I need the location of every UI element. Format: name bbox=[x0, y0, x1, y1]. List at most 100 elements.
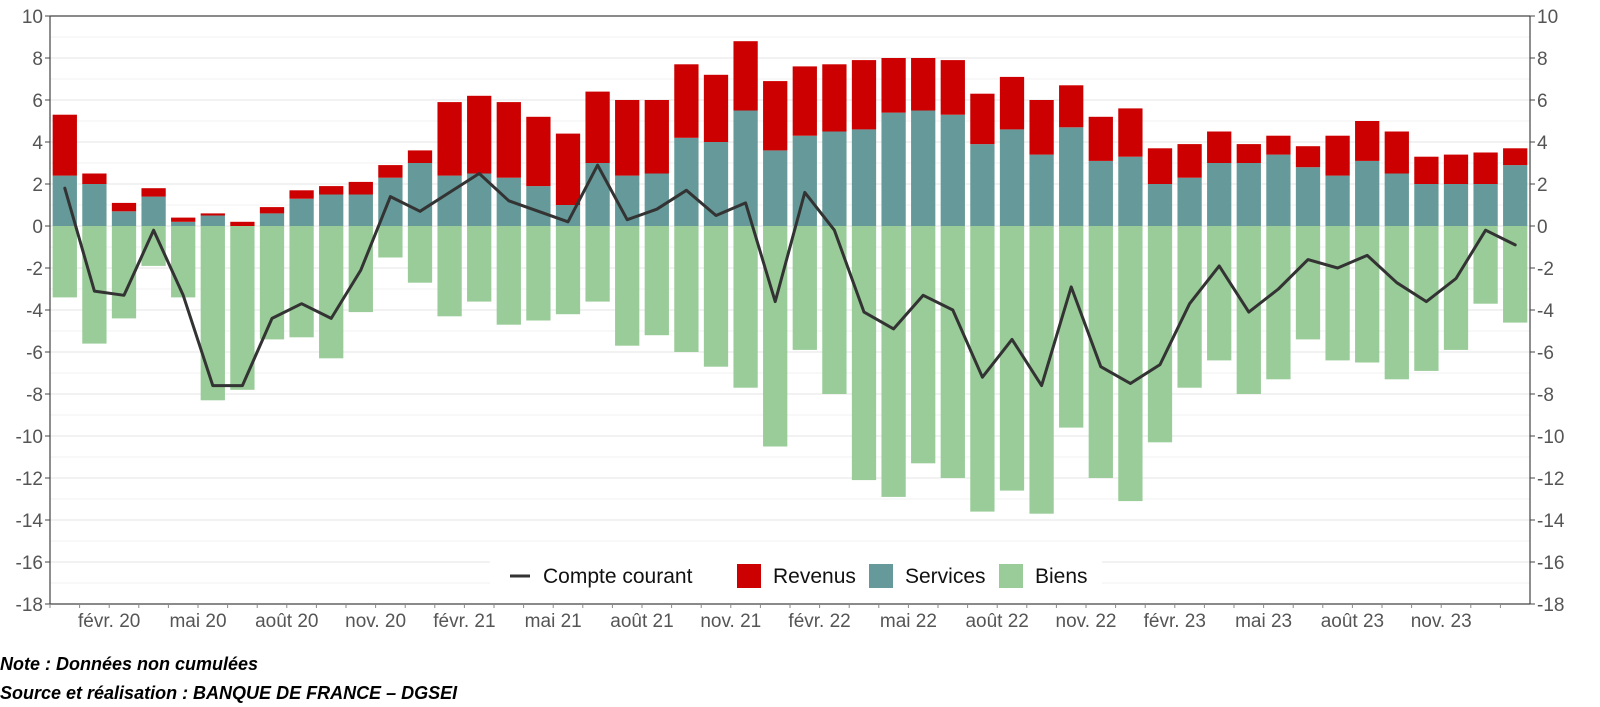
bar-revenus bbox=[644, 100, 669, 174]
bar-revenus bbox=[940, 60, 965, 115]
legend-swatch-revenus bbox=[737, 564, 761, 588]
legend-label-compte-courant: Compte courant bbox=[543, 565, 693, 588]
bar-services bbox=[674, 137, 699, 226]
bar-services bbox=[407, 163, 433, 226]
bar-revenus bbox=[970, 93, 995, 145]
bar-revenus bbox=[1236, 144, 1261, 163]
chart: 10 10 8 8 6 6 4 4 2 2 0 0 -2 -2 -4 -4 -6 -6 -8 -8 -10 -10 -12 -… bbox=[16, 7, 1565, 632]
xtick-label: mai 20 bbox=[169, 611, 226, 632]
bar-revenus bbox=[1059, 85, 1084, 128]
bar-revenus bbox=[1443, 154, 1469, 184]
bar-services bbox=[1503, 165, 1528, 226]
legend-label-services: Services bbox=[905, 565, 986, 588]
bar-revenus bbox=[1473, 152, 1498, 184]
bar-biens bbox=[970, 226, 995, 512]
bar-revenus bbox=[822, 64, 847, 132]
bar-biens bbox=[555, 226, 581, 315]
bar-revenus bbox=[200, 213, 225, 216]
bar-revenus bbox=[319, 186, 344, 195]
bar-revenus bbox=[1118, 108, 1143, 157]
bar-biens bbox=[792, 226, 817, 350]
bar-biens bbox=[733, 226, 758, 388]
bar-biens bbox=[437, 226, 462, 317]
bar-revenus bbox=[763, 81, 788, 151]
ytick-label-right: -16 bbox=[1537, 553, 1564, 574]
bar-revenus bbox=[1266, 135, 1291, 155]
bar-services bbox=[644, 173, 669, 226]
xtick-label: févr. 21 bbox=[433, 611, 495, 632]
bar-services bbox=[289, 198, 314, 226]
ytick-label-right: -12 bbox=[1537, 469, 1564, 490]
bar-biens bbox=[1443, 226, 1469, 350]
bar-services bbox=[1295, 167, 1321, 226]
ytick-label-left: -16 bbox=[16, 553, 43, 574]
xtick-label: nov. 20 bbox=[345, 611, 406, 632]
bar-biens bbox=[1266, 226, 1291, 380]
ytick-label-right: -6 bbox=[1537, 343, 1554, 364]
bar-revenus bbox=[1295, 146, 1321, 168]
legend-label-revenus: Revenus bbox=[773, 565, 856, 588]
bar-revenus bbox=[378, 165, 403, 178]
bar-biens bbox=[1029, 226, 1054, 514]
bar-revenus bbox=[674, 64, 699, 138]
bar-revenus bbox=[407, 150, 433, 163]
ytick-label-left: -14 bbox=[16, 511, 44, 532]
bar-revenus bbox=[141, 188, 166, 197]
bar-revenus bbox=[348, 181, 373, 195]
xtick-label: nov. 21 bbox=[700, 611, 761, 632]
bar-revenus bbox=[733, 41, 758, 111]
bar-services bbox=[171, 221, 196, 226]
ytick-label-left: -6 bbox=[26, 343, 43, 364]
ytick-label-right: -4 bbox=[1537, 301, 1554, 322]
bar-biens bbox=[999, 226, 1025, 491]
bar-revenus bbox=[82, 173, 107, 184]
bar-services bbox=[999, 129, 1025, 226]
bar-services bbox=[1147, 184, 1173, 226]
bar-biens bbox=[230, 226, 255, 390]
xtick-label: nov. 23 bbox=[1411, 611, 1472, 632]
bar-biens bbox=[467, 226, 492, 302]
ytick-label-left: -8 bbox=[26, 385, 43, 406]
bar-services bbox=[763, 150, 788, 226]
ytick-label-right: 2 bbox=[1537, 175, 1548, 196]
bar-revenus bbox=[171, 217, 196, 222]
bar-biens bbox=[585, 226, 610, 302]
bar-services bbox=[1414, 184, 1439, 226]
chart-note: Note : Données non cumulées bbox=[0, 654, 259, 674]
line-series bbox=[63, 163, 1517, 388]
bar-biens bbox=[911, 226, 936, 464]
bar-revenus bbox=[52, 114, 77, 176]
bar-biens bbox=[1384, 226, 1409, 380]
bar-biens bbox=[940, 226, 965, 478]
bar-revenus bbox=[1177, 144, 1202, 178]
ytick-label-left: 10 bbox=[22, 7, 43, 28]
bar-services bbox=[141, 196, 166, 226]
bars bbox=[52, 41, 1528, 514]
bar-biens bbox=[200, 226, 225, 401]
bar-services bbox=[585, 163, 610, 226]
bar-revenus bbox=[496, 102, 521, 178]
bar-revenus bbox=[1207, 131, 1232, 163]
ytick-label-right: -2 bbox=[1537, 259, 1554, 280]
ytick-label-right: 0 bbox=[1537, 217, 1548, 238]
bar-biens bbox=[851, 226, 877, 481]
legend: Compte courant Revenus Services Biens bbox=[490, 556, 1102, 598]
ytick-label-right: 8 bbox=[1537, 49, 1548, 70]
bar-biens bbox=[1059, 226, 1084, 428]
bar-revenus bbox=[1147, 148, 1173, 184]
bar-revenus bbox=[437, 102, 462, 176]
ytick-label-left: 8 bbox=[32, 49, 43, 70]
bar-services bbox=[437, 175, 462, 226]
bar-services bbox=[1384, 173, 1409, 226]
xtick-label: août 22 bbox=[965, 611, 1028, 632]
bar-services bbox=[1207, 163, 1232, 226]
bar-revenus bbox=[289, 190, 314, 199]
bar-services bbox=[1059, 127, 1084, 226]
bar-revenus bbox=[1088, 116, 1113, 161]
bar-services bbox=[733, 110, 758, 226]
bar-biens bbox=[644, 226, 669, 336]
bar-services bbox=[911, 110, 936, 226]
bar-biens bbox=[111, 226, 137, 319]
bar-revenus bbox=[555, 133, 581, 205]
bar-biens bbox=[289, 226, 314, 338]
